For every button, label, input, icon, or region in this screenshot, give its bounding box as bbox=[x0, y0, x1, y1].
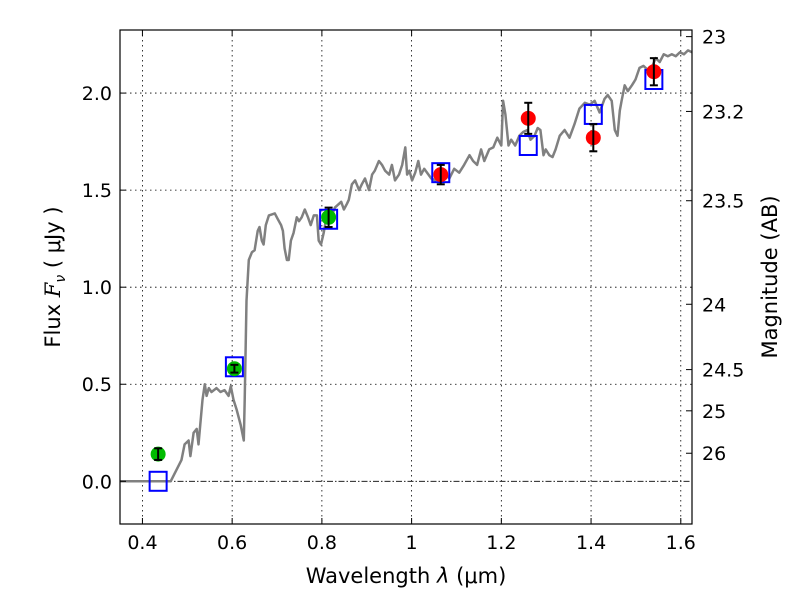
x-axis-label: Wavelength λ (μm) bbox=[306, 564, 507, 588]
model-photometry-square bbox=[148, 470, 168, 492]
y2-tick-label: 24 bbox=[702, 294, 726, 316]
y2-axis-label: Magnitude (AB) bbox=[758, 195, 782, 358]
y-axis-label: Flux Fν ( μJy ) bbox=[41, 206, 69, 347]
y-tick-label: 1.0 bbox=[82, 277, 112, 299]
x-tick-label: 0.6 bbox=[217, 532, 247, 554]
photometry-marks bbox=[148, 57, 664, 492]
spectrum-line bbox=[119, 49, 693, 483]
y2-tick-label: 26 bbox=[702, 443, 726, 465]
y-tick-label: 0.0 bbox=[82, 471, 112, 493]
model-photometry-square bbox=[518, 134, 538, 156]
x-tick-label: 0.8 bbox=[307, 532, 337, 554]
y-tick-label: 0.5 bbox=[82, 374, 112, 396]
model-photometry-square bbox=[583, 103, 603, 125]
x-tick-label: 1.2 bbox=[486, 532, 516, 554]
y2-tick-label: 23.5 bbox=[702, 191, 744, 213]
x-tick-label: 1 bbox=[406, 532, 418, 554]
x-tick-label: 1.6 bbox=[666, 532, 696, 554]
plot-frame bbox=[119, 29, 693, 525]
x-tick-label: 1.4 bbox=[576, 532, 606, 554]
model-photometry-square bbox=[224, 356, 244, 378]
y2-tick-label: 24.5 bbox=[702, 360, 744, 382]
spectrum-series bbox=[119, 49, 693, 483]
grid bbox=[120, 30, 692, 524]
y-tick-label: 1.5 bbox=[82, 180, 112, 202]
x-tick-label: 0.4 bbox=[127, 532, 157, 554]
ticks: 0.4 0.6 0.8 1 1.2 1.4 1.6 0.0 0.5 1.0 1.5 2.0 23 23.2… bbox=[82, 27, 745, 554]
y-tick-label: 2.0 bbox=[82, 83, 112, 105]
y2-tick-label: 25 bbox=[702, 401, 726, 423]
y2-tick-label: 23.2 bbox=[702, 101, 744, 123]
y2-tick-label: 23 bbox=[702, 27, 726, 49]
